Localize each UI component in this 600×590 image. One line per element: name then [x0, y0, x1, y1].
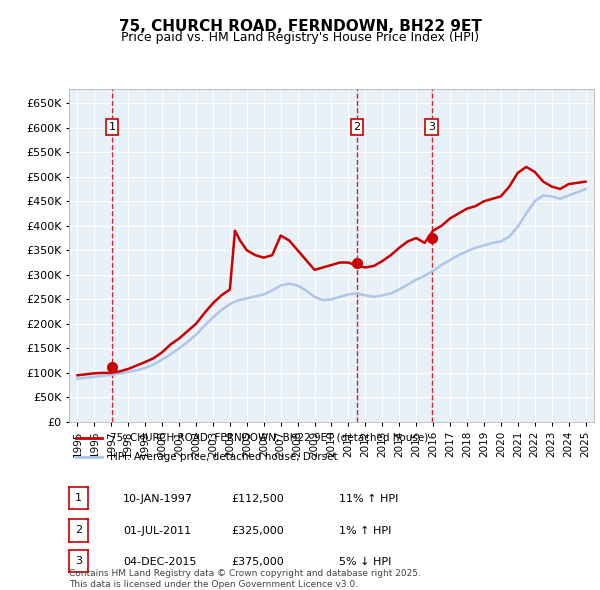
Text: £375,000: £375,000 [231, 557, 284, 566]
Text: £325,000: £325,000 [231, 526, 284, 536]
Text: 75, CHURCH ROAD, FERNDOWN, BH22 9ET (detached house): 75, CHURCH ROAD, FERNDOWN, BH22 9ET (det… [110, 433, 428, 443]
Text: £112,500: £112,500 [231, 494, 284, 503]
Text: 10-JAN-1997: 10-JAN-1997 [123, 494, 193, 503]
Text: HPI: Average price, detached house, Dorset: HPI: Average price, detached house, Dors… [110, 453, 338, 462]
Text: 5% ↓ HPI: 5% ↓ HPI [339, 557, 391, 566]
Text: Contains HM Land Registry data © Crown copyright and database right 2025.
This d: Contains HM Land Registry data © Crown c… [69, 569, 421, 589]
Text: 2: 2 [353, 122, 361, 132]
Text: 04-DEC-2015: 04-DEC-2015 [123, 557, 197, 566]
Text: 3: 3 [428, 122, 435, 132]
Text: 11% ↑ HPI: 11% ↑ HPI [339, 494, 398, 503]
Text: 3: 3 [75, 556, 82, 566]
Text: 2: 2 [75, 526, 82, 535]
Text: 75, CHURCH ROAD, FERNDOWN, BH22 9ET: 75, CHURCH ROAD, FERNDOWN, BH22 9ET [119, 19, 481, 34]
Text: 1: 1 [75, 493, 82, 503]
Text: 1% ↑ HPI: 1% ↑ HPI [339, 526, 391, 536]
Text: 01-JUL-2011: 01-JUL-2011 [123, 526, 191, 536]
Text: 1: 1 [109, 122, 115, 132]
Text: Price paid vs. HM Land Registry's House Price Index (HPI): Price paid vs. HM Land Registry's House … [121, 31, 479, 44]
